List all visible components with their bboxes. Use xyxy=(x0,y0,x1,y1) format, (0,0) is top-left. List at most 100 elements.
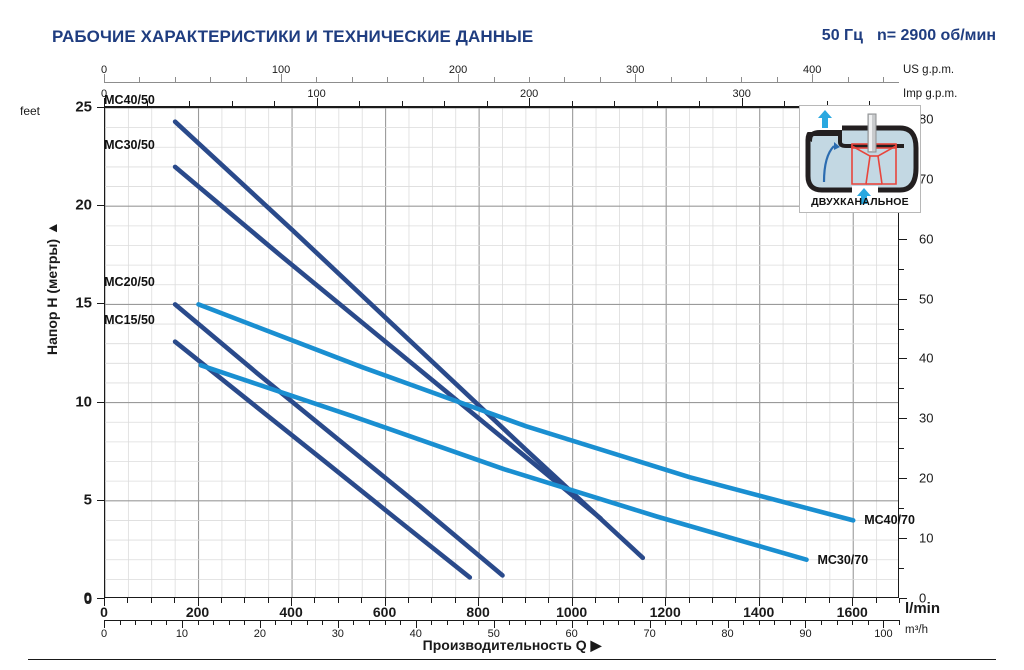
axis-tick xyxy=(571,620,573,628)
axis-tick xyxy=(119,620,121,625)
axis-left-metres: 0 5 10 15 20 25 xyxy=(0,99,104,607)
curve-mc40-70 xyxy=(196,302,856,523)
axis-tick xyxy=(656,101,658,106)
axis-tick xyxy=(826,101,828,106)
y-axis-title: Напор H (метры) ▲ xyxy=(44,221,60,355)
curve-label-mc15-50: MC15/50 xyxy=(104,312,155,327)
axis-tick-label: 50 xyxy=(487,628,500,640)
axis-tick-label: 200 xyxy=(185,604,210,620)
axis-tick xyxy=(139,77,141,82)
axis-tick xyxy=(899,478,907,480)
axis-tick xyxy=(509,620,511,625)
axis-tick xyxy=(359,101,361,106)
axis-line xyxy=(104,106,899,107)
axis-tick-label: 100 xyxy=(874,628,893,640)
axis-tick-label: 0 xyxy=(100,628,108,640)
axis-tick xyxy=(401,101,403,106)
axis-tick xyxy=(699,101,701,106)
axis-tick xyxy=(97,205,104,207)
axis-tick-label: 40 xyxy=(409,628,422,640)
axis-tick xyxy=(665,620,667,625)
axis-tick xyxy=(776,77,778,82)
axis-tick xyxy=(828,598,830,603)
axis-tick xyxy=(564,77,566,82)
axis-tick xyxy=(847,77,849,82)
axis-tick xyxy=(696,620,698,625)
axis-tick xyxy=(741,77,743,82)
axis-tick xyxy=(899,418,907,420)
axis-tick xyxy=(337,620,339,628)
axis-tick xyxy=(231,101,233,106)
axis-tick xyxy=(166,620,168,625)
axis-tick xyxy=(462,620,464,625)
axis-tick xyxy=(244,598,246,603)
axis-unit-lmin: l/min xyxy=(905,600,941,617)
curve-label-mc20-50: MC20/50 xyxy=(104,275,155,290)
axis-tick xyxy=(836,620,838,625)
axis-tick-label: 15 xyxy=(75,294,92,312)
y-axis-origin-label: 0 xyxy=(83,591,93,608)
axis-tick xyxy=(353,620,355,625)
axis-tick xyxy=(899,328,904,330)
axis-tick xyxy=(444,101,446,106)
axis-tick-label: 20 xyxy=(919,470,934,486)
axis-tick-label: 70 xyxy=(643,628,656,640)
axis-tick xyxy=(688,598,690,603)
axis-tick-label: 200 xyxy=(448,64,468,76)
axis-tick-label: 0 xyxy=(100,64,108,76)
axis-tick xyxy=(454,598,456,603)
axis-tick xyxy=(104,620,105,628)
axis-tick xyxy=(875,598,877,603)
axis-tick xyxy=(899,620,900,625)
axis-tick xyxy=(387,77,389,82)
axis-tick xyxy=(431,598,433,603)
axis-tick xyxy=(189,101,191,106)
axis-tick xyxy=(267,598,269,603)
axis-unit-us-gpm: US g.p.m. xyxy=(903,64,955,76)
axis-tick xyxy=(150,620,152,625)
axis-tick xyxy=(711,598,713,603)
axis-tick xyxy=(244,620,246,625)
axis-tick xyxy=(337,598,339,603)
axis-tick xyxy=(458,74,460,82)
axis-tick xyxy=(571,101,573,106)
performance-curves xyxy=(172,119,856,580)
axis-line xyxy=(104,620,899,621)
axis-unit-feet: feet xyxy=(20,104,41,118)
axis-tick xyxy=(852,620,854,625)
axis-tick xyxy=(213,620,215,625)
axis-tick-label: 50 xyxy=(919,291,934,307)
axis-tick xyxy=(104,74,105,82)
axis-tick xyxy=(486,101,488,106)
header-specs: 50 Гц n= 2900 об/мин xyxy=(822,27,996,45)
axis-line xyxy=(104,82,899,83)
axis-tick-label: 10 xyxy=(175,628,189,640)
axis-tick xyxy=(899,298,907,300)
axis-tick xyxy=(743,620,745,625)
axis-tick xyxy=(649,620,651,628)
axis-tick xyxy=(400,620,402,625)
axis-tick xyxy=(369,620,370,625)
axis-tick-label: 800 xyxy=(466,604,490,620)
axis-tick xyxy=(805,620,807,628)
axis-tick-label: 70 xyxy=(919,171,934,187)
axis-tick xyxy=(789,620,791,625)
axis-tick xyxy=(104,598,105,606)
curve-label-mc30-50: MC30/50 xyxy=(104,137,155,152)
axis-tick xyxy=(259,620,261,628)
curve-mc15-50 xyxy=(172,339,473,580)
axis-tick xyxy=(528,77,530,82)
axis-tick xyxy=(680,620,682,625)
axis-tick-label: 400 xyxy=(279,604,303,620)
axis-tick-label: 10 xyxy=(75,393,92,411)
axis-tick-label: 0 xyxy=(83,589,92,607)
axis-tick-label: 20 xyxy=(75,196,92,214)
axis-tick xyxy=(220,598,222,603)
axis-tick-label: 20 xyxy=(253,628,266,640)
axis-tick-label: 0 xyxy=(100,88,108,100)
axis-tick xyxy=(614,101,616,106)
axis-tick xyxy=(384,598,386,606)
axis-tick xyxy=(228,620,230,625)
axis-tick xyxy=(548,598,550,603)
